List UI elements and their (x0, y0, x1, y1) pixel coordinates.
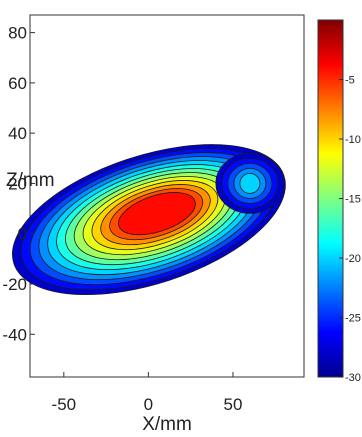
x-axis-label: X/mm (142, 414, 192, 435)
x-tick-label: 50 (224, 395, 243, 414)
colorbar-tick-label: -25 (345, 313, 361, 325)
colorbar-tick-label: -5 (345, 75, 355, 87)
colorbar-tick-label: -15 (345, 194, 361, 206)
contour-band (118, 192, 196, 236)
colorbar-tick-label: -10 (345, 134, 361, 146)
x-tick-label: -50 (52, 395, 77, 414)
y-tick-label: 20 (8, 174, 27, 193)
side-lobe-band (239, 172, 261, 194)
y-axis-label: Z/mm (6, 170, 55, 191)
colorbar-tick-label: -20 (345, 253, 361, 265)
y-tick-label: 40 (8, 124, 27, 143)
y-axis: -40 -20 0 20 40 60 80 (2, 24, 35, 344)
colorbar-tick-label: -30 (345, 372, 361, 384)
y-tick-label: 0 (18, 225, 27, 244)
y-tick-label: -20 (2, 275, 27, 294)
y-tick-label: 60 (8, 74, 27, 93)
y-tick-label: 80 (8, 24, 27, 43)
x-axis: -50 0 50 (52, 372, 243, 414)
y-tick-label: -40 (2, 325, 27, 344)
x-tick-label: 0 (144, 395, 153, 414)
colorbar-ticks: -5 -10 -15 -20 -25 -30 (339, 75, 361, 384)
colorbar (317, 19, 344, 378)
contour-layer (12, 144, 286, 296)
